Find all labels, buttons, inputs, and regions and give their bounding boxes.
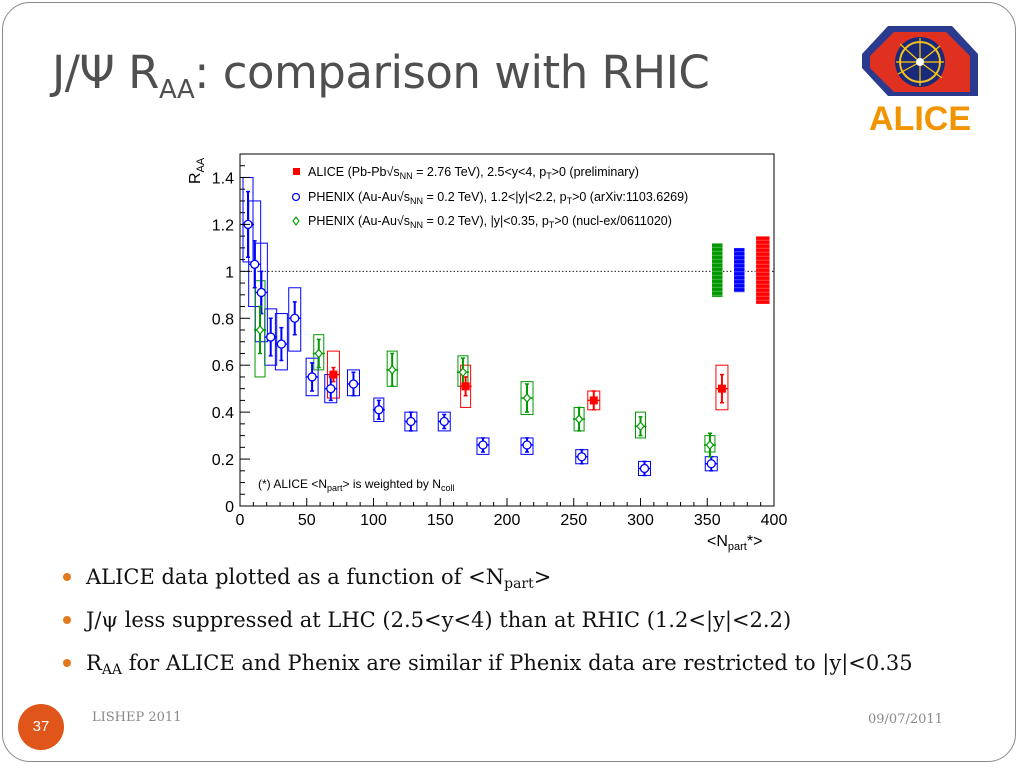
logo-text: ALICE — [869, 100, 971, 136]
data-point-circle — [478, 440, 488, 450]
data-point-circle — [406, 416, 416, 427]
title-subscript: AA — [158, 75, 195, 105]
data-point-circle — [276, 339, 287, 349]
x-tick-label: 0 — [236, 512, 245, 529]
data-point-square — [461, 382, 470, 391]
data-point-circle — [326, 384, 336, 394]
data-point-circle — [577, 452, 587, 462]
data-point-circle — [290, 313, 300, 323]
chart-annotation: (*) ALICE <Npart> is weighted by Ncoll — [258, 477, 454, 493]
global-uncertainty-box — [755, 235, 771, 305]
data-point-circle — [307, 372, 317, 382]
data-point-circle — [266, 332, 276, 342]
data-point-diamond — [705, 440, 715, 450]
data-point-diamond — [255, 325, 265, 335]
axis-tick-labels: 0 50 100 150 200 250 300 350 400 0 0.2 0.4 0.6 0.8 1 1.… — [212, 170, 788, 529]
data-point-circle — [522, 440, 532, 450]
y-tick-label: 0.2 — [212, 452, 234, 469]
data-point-circle — [348, 379, 359, 389]
y-tick-label: 1.2 — [212, 217, 234, 234]
title-rest: : comparison with RHIC — [194, 46, 710, 99]
data-point-diamond — [387, 364, 397, 375]
y-tick-label: 0.4 — [212, 405, 234, 422]
data-point-square — [329, 370, 338, 379]
bullet-item: ALICE data plotted as a function of <Npa… — [60, 560, 913, 603]
x-tick-label: 100 — [360, 512, 387, 529]
legend-marker-diamond — [292, 216, 300, 226]
logo-tracks — [896, 38, 944, 86]
y-axis-label: RAA — [187, 157, 207, 184]
slide-frame — [2, 2, 1016, 762]
global-uncertainty-boxes — [711, 235, 771, 305]
systematic-box — [715, 364, 729, 411]
data-point-square — [589, 396, 598, 405]
footer-date: 09/07/2011 — [868, 712, 943, 727]
global-uncertainty-box — [733, 247, 746, 293]
alice-logo: ALICE — [862, 26, 978, 136]
page-number-badge: 37 — [18, 704, 64, 750]
x-tick-label: 50 — [298, 512, 316, 529]
data-point-diamond — [522, 393, 532, 403]
slide-title: J/Ψ RAA: comparison with RHIC — [52, 46, 710, 105]
data-point-circle — [706, 459, 716, 469]
systematic-box — [635, 411, 646, 439]
data-point-diamond — [314, 348, 324, 359]
data-point-circle — [639, 463, 650, 474]
data-point-circle — [250, 259, 260, 269]
x-tick-label: 150 — [427, 512, 454, 529]
footer-event: LISHEP 2011 — [92, 710, 182, 725]
legend: ALICE (Pb-Pb√sNN = 2.76 TeV), 2.5<y<4, p… — [291, 165, 688, 230]
plot-frame — [239, 153, 775, 507]
data-point-circle — [374, 405, 384, 415]
legend-entry: PHENIX (Au-Au√sNN = 0.2 TeV), |y|<0.35, … — [308, 214, 672, 230]
y-tick-label: 0.6 — [212, 358, 234, 375]
data-markers — [242, 219, 728, 474]
legend-marker-circle — [291, 192, 301, 202]
legend-entry: PHENIX (Au-Au√sNN = 0.2 TeV), 1.2<|y|<2.… — [308, 190, 688, 206]
x-axis-label: <Npart*> — [707, 533, 762, 553]
bullet-item: RAA for ALICE and Phenix are similar if … — [60, 646, 913, 689]
y-tick-label: 1.4 — [212, 170, 234, 187]
y-tick-label: 0.8 — [212, 311, 234, 328]
data-point-diamond — [458, 367, 468, 378]
data-point-circle — [256, 287, 267, 298]
title-main: J/Ψ R — [52, 46, 159, 99]
y-tick-label: 1 — [225, 264, 234, 281]
data-point-circle — [439, 416, 449, 427]
plot-border — [239, 153, 775, 507]
logo-core — [916, 58, 924, 66]
systematic-box — [313, 334, 325, 371]
x-tick-label: 400 — [761, 512, 788, 529]
axis-ticks — [239, 165, 775, 507]
x-tick-label: 250 — [560, 512, 587, 529]
legend-marker-square — [293, 168, 300, 175]
legend-entry: ALICE (Pb-Pb√sNN = 2.76 TeV), 2.5<y<4, p… — [308, 165, 639, 181]
raa-chart: 0 50 100 150 200 250 300 350 400 0 0.2 0.4 0.6 0.8 1 1.… — [187, 153, 788, 553]
x-tick-label: 350 — [694, 512, 721, 529]
error-bars — [246, 190, 724, 477]
systematic-box — [254, 280, 266, 378]
data-point-diamond — [574, 414, 584, 425]
global-uncertainty-box — [711, 242, 724, 298]
data-point-diamond — [636, 421, 645, 432]
bullet-item: J/ψ less suppressed at LHC (2.5<y<4) tha… — [60, 603, 913, 646]
data-point-square — [717, 384, 726, 393]
x-tick-label: 200 — [494, 512, 521, 529]
y-tick-label: 0 — [225, 499, 234, 516]
systematic-box — [288, 287, 302, 352]
x-tick-label: 300 — [627, 512, 654, 529]
bullet-list: ALICE data plotted as a function of <Npa… — [60, 560, 913, 689]
systematic-box — [274, 313, 288, 371]
